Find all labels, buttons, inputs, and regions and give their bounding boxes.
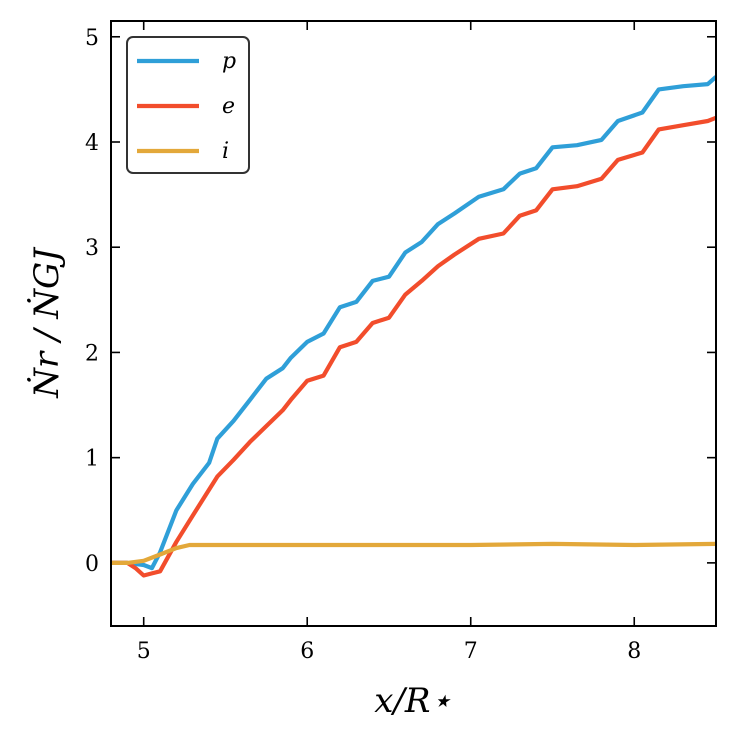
x-tick-label: 8: [627, 639, 641, 664]
legend-label-e: e: [222, 94, 235, 119]
x-axis-label: x/R⋆: [374, 681, 452, 721]
legend-label-i: i: [222, 139, 229, 164]
series-line-e: [111, 115, 716, 578]
series-line-i: [111, 541, 716, 566]
x-tick-label: 6: [300, 639, 314, 664]
y-axis-label: Ṅr / ṄGJ: [26, 246, 67, 399]
y-tick-label: 0: [85, 552, 99, 577]
y-tick-label: 1: [85, 447, 99, 472]
y-tick-label: 5: [85, 26, 99, 51]
plot-frame: [110, 20, 717, 627]
legend-label-p: p: [222, 49, 236, 74]
series-layer: [111, 75, 716, 578]
y-tick-label: 3: [85, 236, 99, 261]
legend: pei: [126, 36, 250, 174]
x-tick-label: 7: [464, 639, 478, 664]
series-line-p: [111, 75, 716, 571]
legend-entries: pei: [137, 49, 236, 164]
x-tick-label: 5: [137, 639, 151, 664]
tick-labels: 5 6 7 8 0 1 2 3 4 5: [85, 26, 641, 664]
y-tick-label: 2: [85, 341, 99, 366]
y-tick-label: 4: [85, 131, 99, 156]
